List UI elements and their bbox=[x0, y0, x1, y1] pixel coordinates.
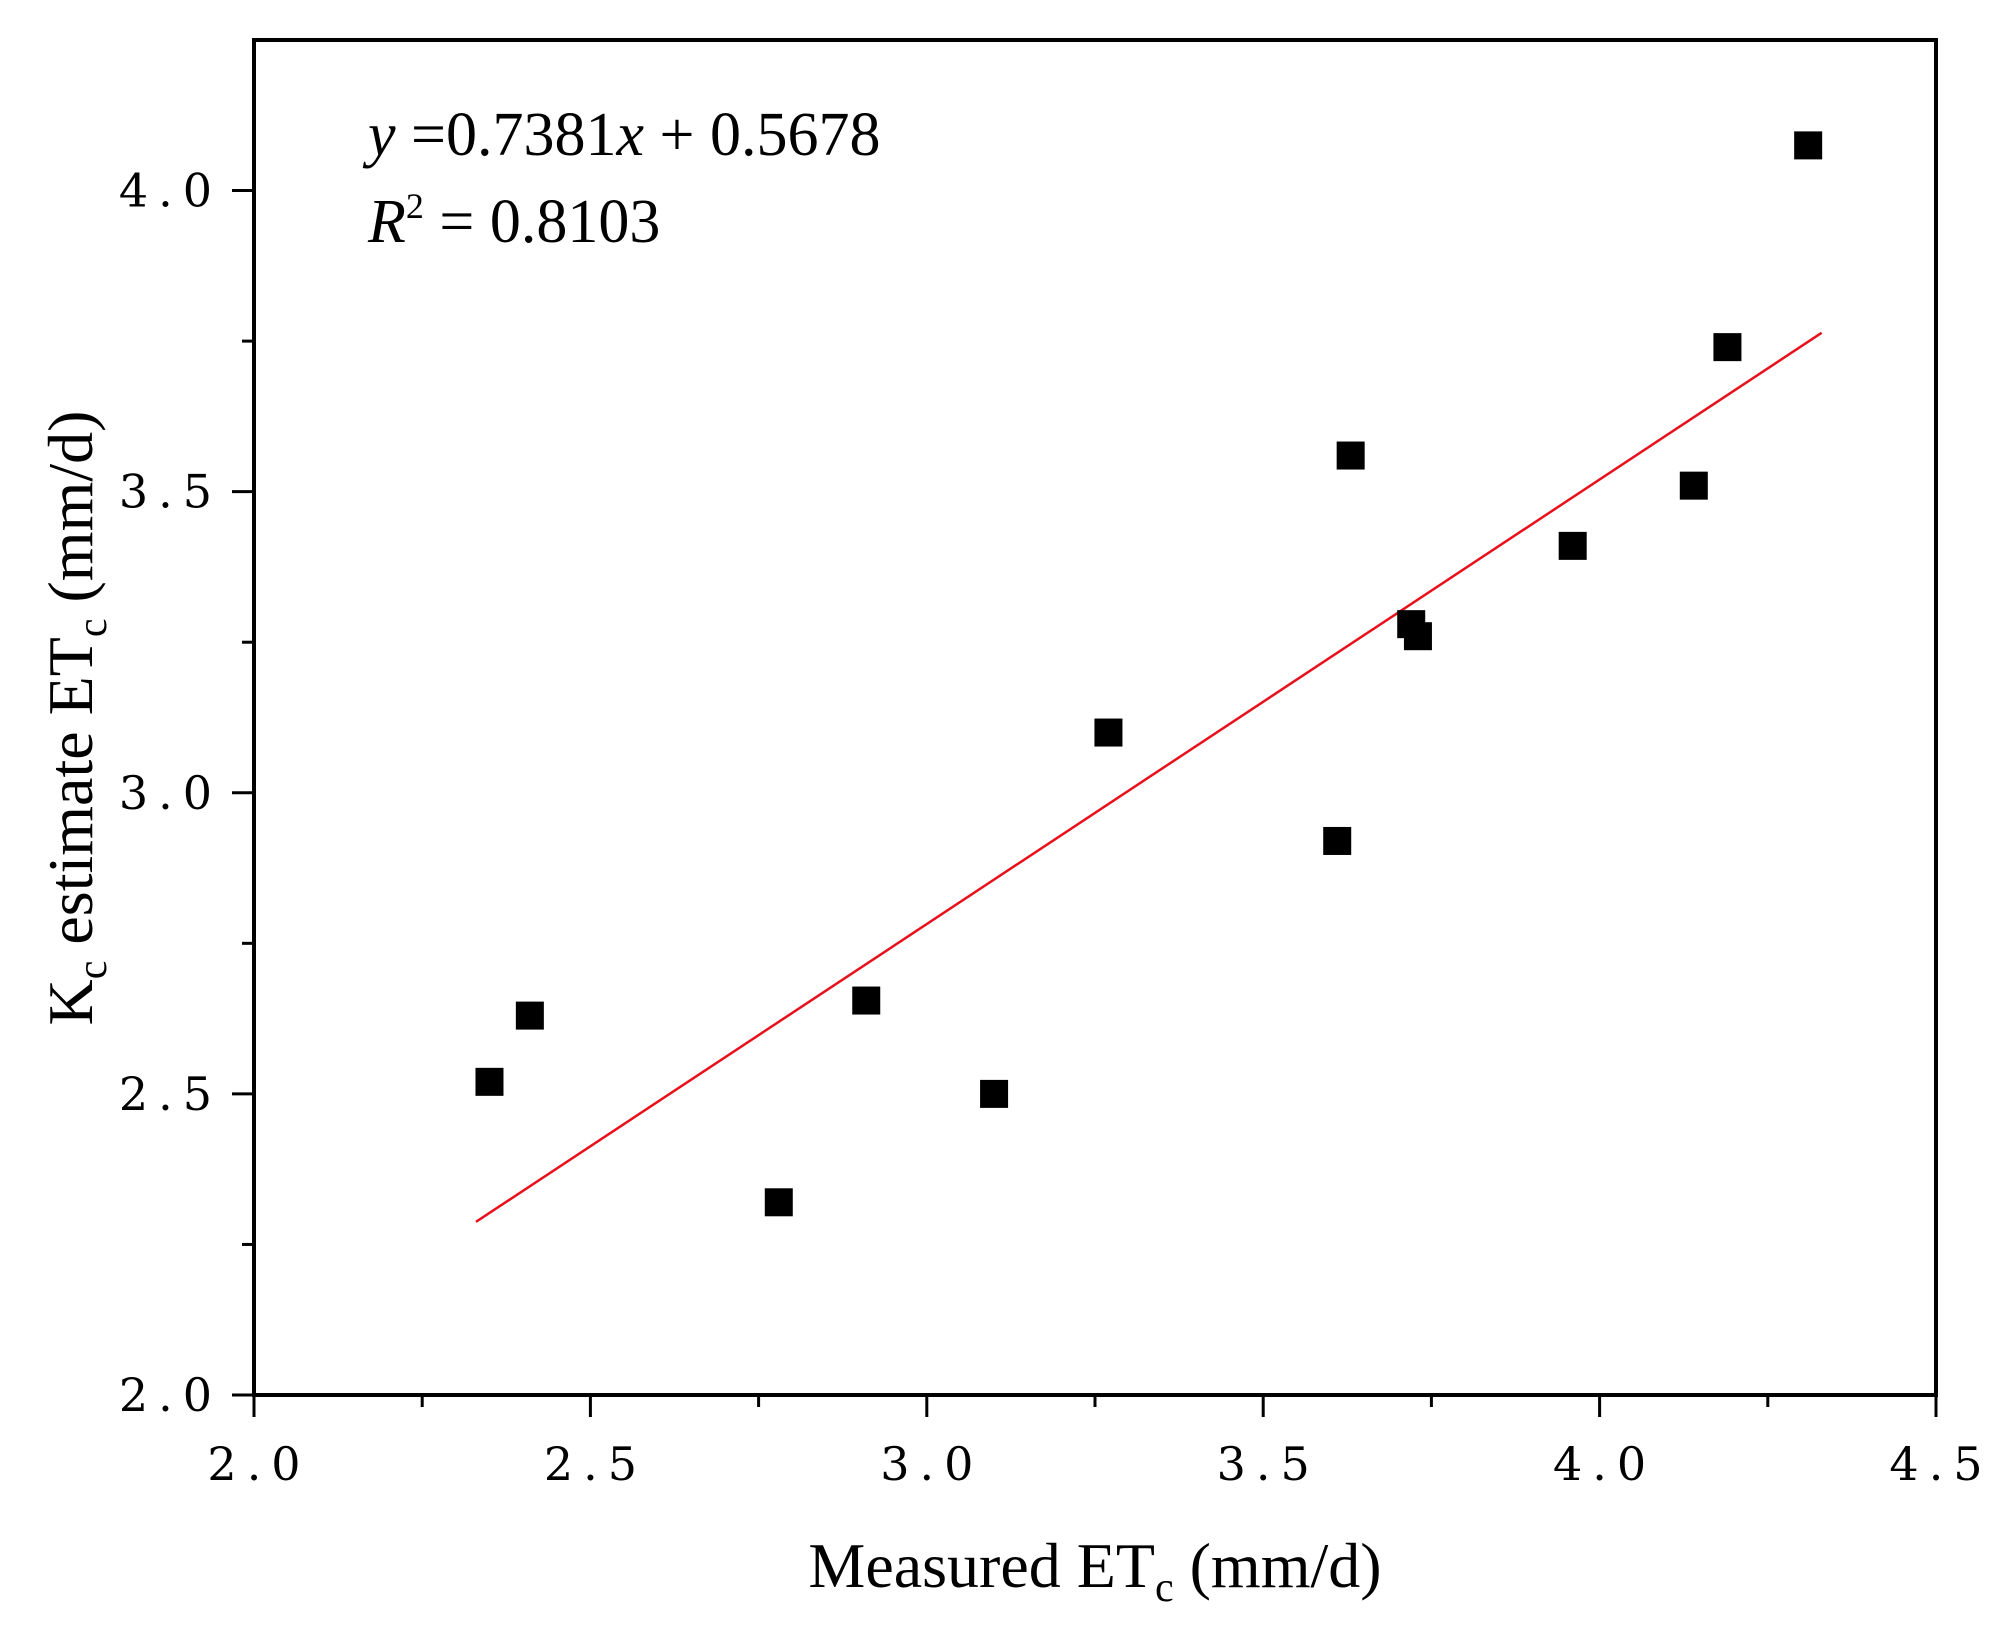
data-points bbox=[475, 131, 1823, 1217]
regression-line bbox=[475, 331, 1823, 1223]
x-tick-label: 3.5 bbox=[1217, 1437, 1320, 1491]
x-tick-label: 3.0 bbox=[880, 1437, 983, 1491]
r-squared-annotation: R2 = 0.8103 bbox=[367, 186, 660, 256]
data-point bbox=[1336, 441, 1365, 470]
data-point bbox=[980, 1079, 1009, 1108]
x-tick-label: 2.0 bbox=[207, 1437, 310, 1491]
data-point bbox=[1094, 718, 1123, 747]
axis-ticks bbox=[232, 189, 1938, 1417]
y-tick-label: 3.5 bbox=[119, 465, 222, 519]
y-axis-title: Kc estimate ETc (mm/d) bbox=[35, 411, 116, 1026]
y-tick-label: 4.0 bbox=[119, 164, 222, 218]
y-tick-label: 2.0 bbox=[119, 1368, 222, 1422]
y-tick-label: 3.0 bbox=[119, 766, 222, 820]
x-tick-label: 4.5 bbox=[1889, 1437, 1992, 1491]
data-point bbox=[1323, 826, 1352, 855]
data-point bbox=[1794, 131, 1823, 160]
data-point bbox=[852, 986, 881, 1015]
data-point bbox=[515, 1001, 544, 1030]
y-tick-label: 2.5 bbox=[119, 1067, 222, 1121]
data-point bbox=[1679, 471, 1708, 500]
x-axis-title: Measured ETc (mm/d) bbox=[808, 1530, 1381, 1611]
data-point bbox=[475, 1067, 504, 1096]
equation-annotation: y =0.7381x + 0.5678 bbox=[362, 101, 881, 169]
data-point bbox=[1403, 622, 1432, 651]
x-tick-label: 4.0 bbox=[1553, 1437, 1656, 1491]
data-point bbox=[1713, 333, 1742, 362]
data-point bbox=[1558, 531, 1587, 560]
x-tick-label: 2.5 bbox=[544, 1437, 647, 1491]
data-point bbox=[764, 1188, 793, 1217]
axis-tick-labels: 2.0 2.5 3.0 3.5 4.0 4.5 2.0 2.5 3.0 3.5 4.0 bbox=[119, 164, 1992, 1491]
